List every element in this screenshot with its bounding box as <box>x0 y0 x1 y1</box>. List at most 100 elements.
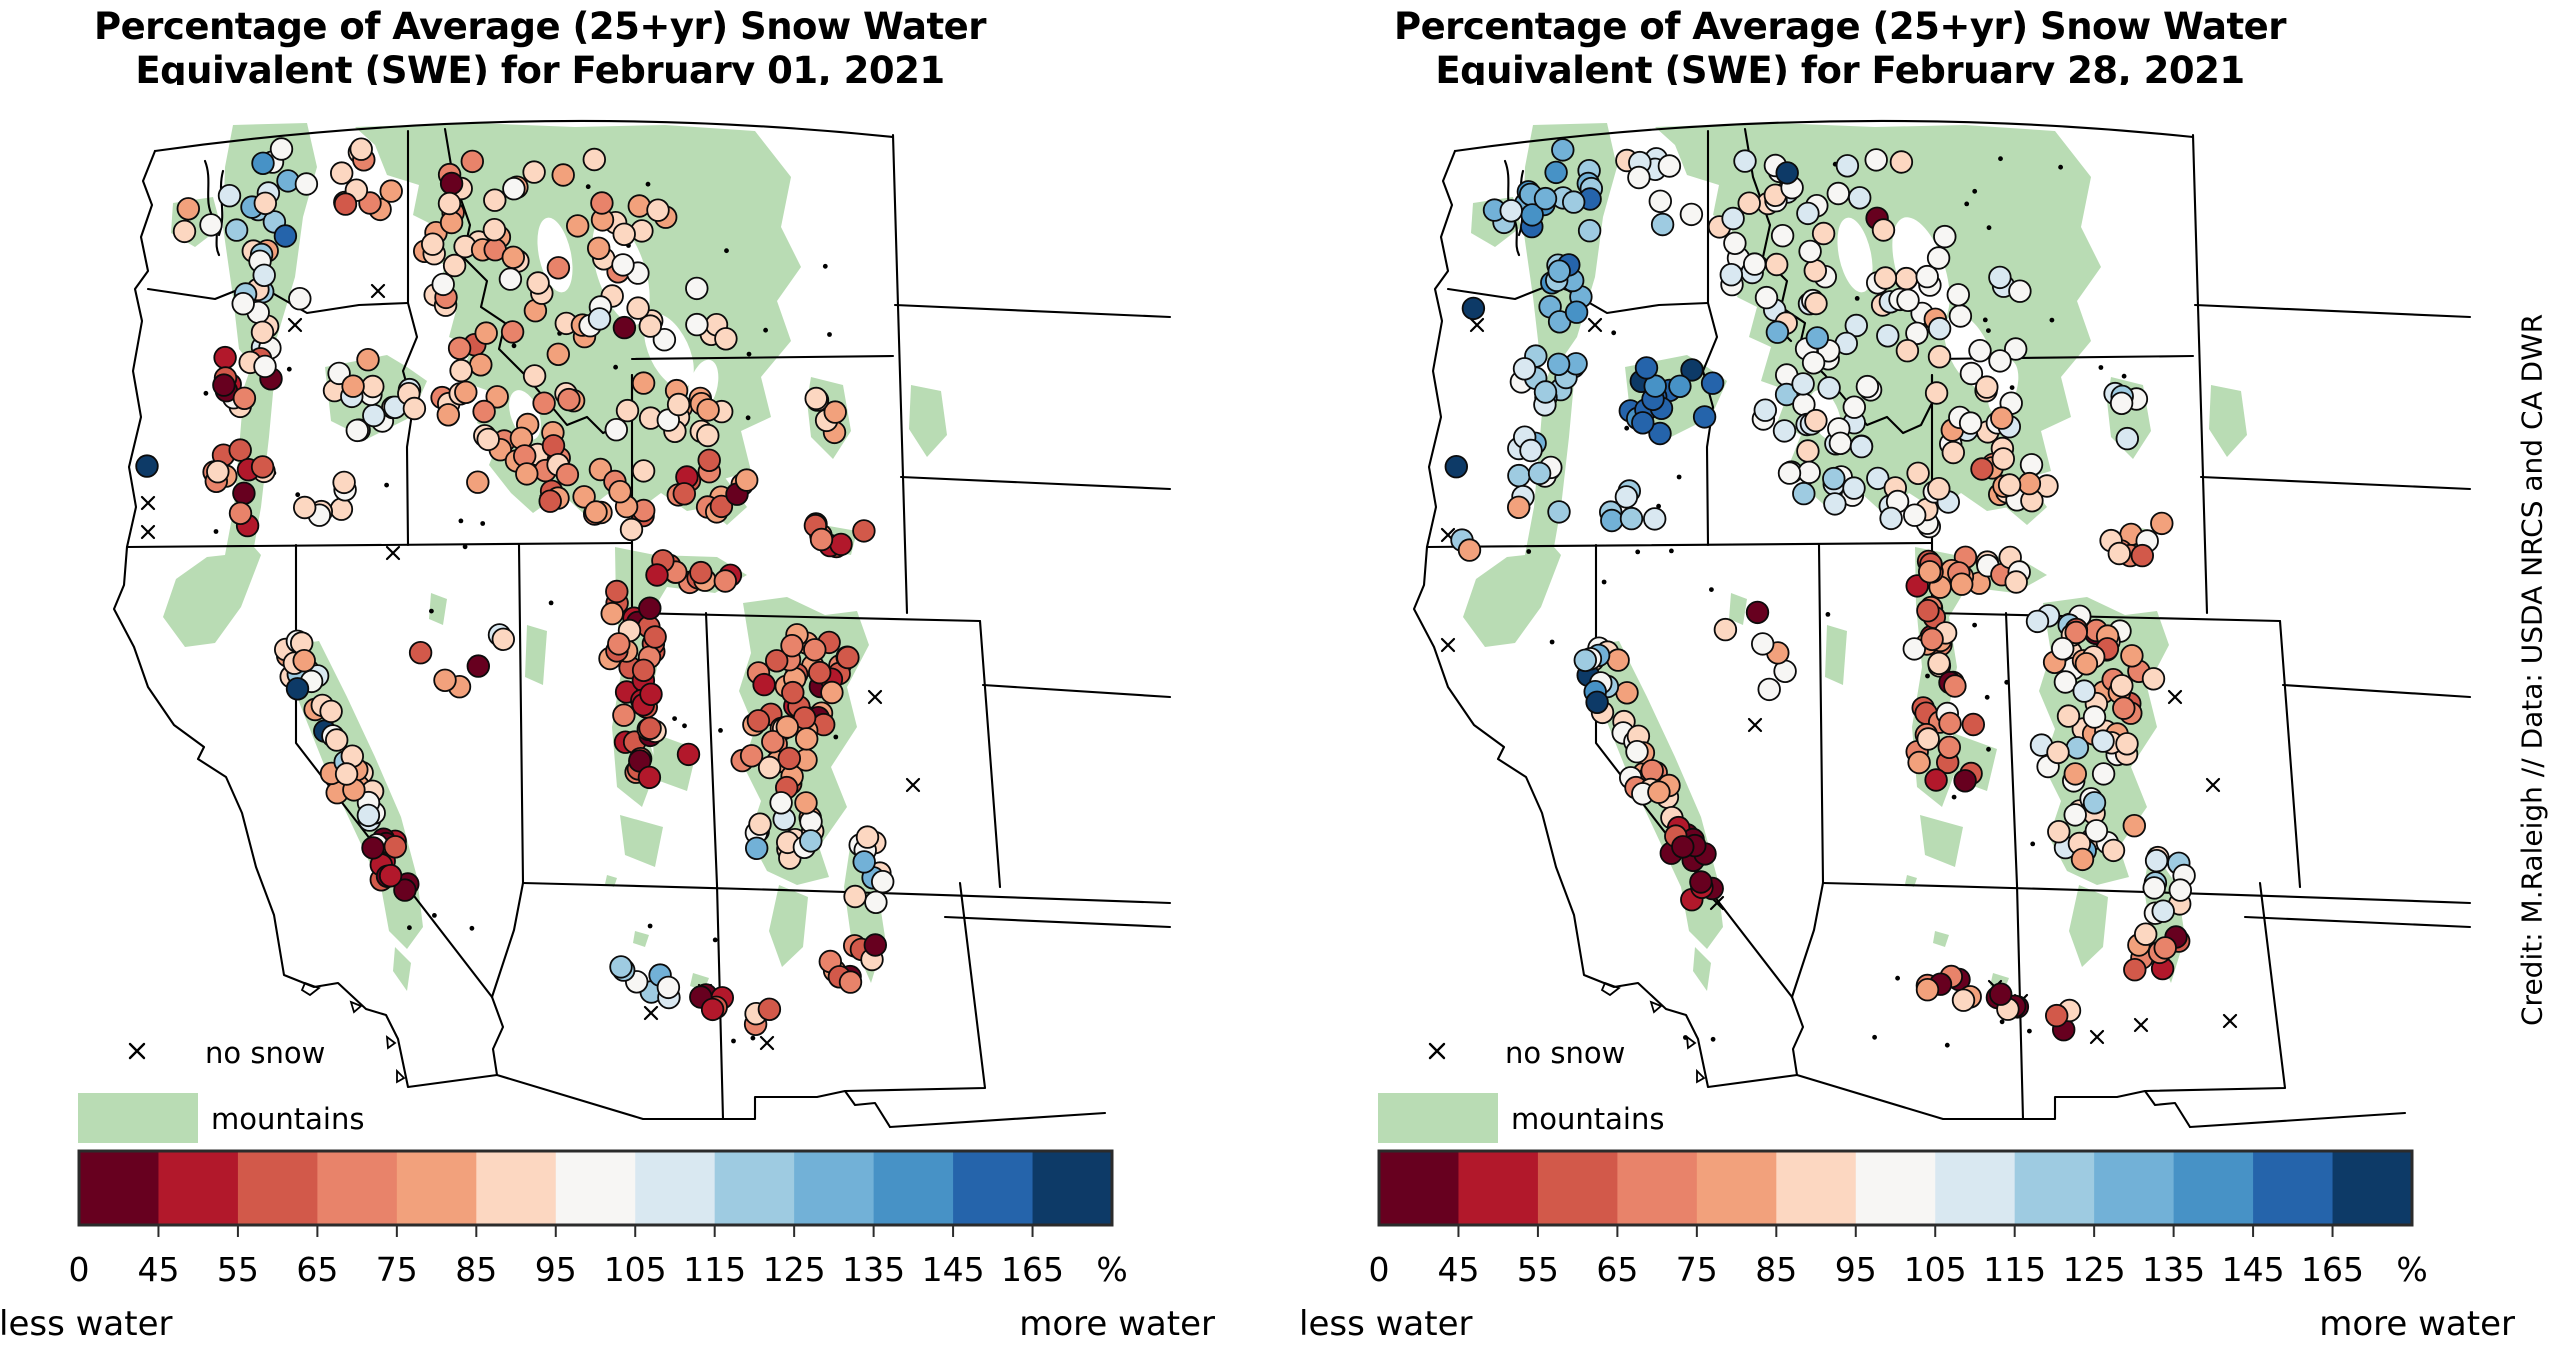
station-dot <box>379 179 403 203</box>
station-dot <box>383 835 408 859</box>
station-dot <box>612 315 637 340</box>
station-dot <box>474 321 498 345</box>
station-dot <box>1679 202 1704 227</box>
mountain-shading <box>1463 123 2247 991</box>
station-dot <box>273 224 298 248</box>
station-dot <box>1631 411 1655 435</box>
station-dot <box>325 728 349 752</box>
station-dot <box>1896 288 1920 313</box>
colorbar-frame <box>77 1149 1114 1227</box>
mountains-legend-swatch <box>78 1093 198 1143</box>
station-dot <box>232 386 257 411</box>
station-dot <box>795 727 819 751</box>
station-dot <box>253 191 278 216</box>
colorbar-tick-label: 135 <box>2142 1250 2205 1289</box>
station-dot <box>1902 637 1927 661</box>
colorbar-tick-label: 55 <box>1517 1250 1559 1289</box>
station-dot <box>1842 395 1867 419</box>
station-dots <box>1444 138 2196 1042</box>
station-dot <box>252 263 276 288</box>
station-dot <box>1648 189 1673 214</box>
station-dot <box>1968 339 1992 363</box>
station-dot <box>696 423 720 448</box>
map-legend: no snow mountains <box>78 1036 364 1143</box>
station-dot <box>2084 819 2109 843</box>
station-dot <box>442 253 467 278</box>
station-dot <box>1733 149 1757 173</box>
colorbar-tick-label: 145 <box>922 1250 985 1289</box>
station-dot <box>608 480 632 504</box>
colorbar-tick-label: 75 <box>1676 1250 1718 1289</box>
colorbar-tick-label: 125 <box>763 1250 826 1289</box>
station-dot <box>292 495 317 520</box>
station-dot <box>638 716 662 741</box>
station-dot <box>526 271 550 295</box>
station-dot <box>1828 431 1853 456</box>
station-dot <box>2082 791 2107 815</box>
colorbar-segment <box>1032 1151 1113 1225</box>
colorbar-tick-label: 55 <box>217 1250 259 1289</box>
station-dot <box>1765 320 1790 344</box>
station-dot <box>1933 224 1957 249</box>
station-dot <box>1774 382 1799 407</box>
station-dot <box>469 353 493 377</box>
colorbar-tick-label: 95 <box>1835 1250 1877 1289</box>
colorbar-tick-label: 105 <box>1904 1250 1967 1289</box>
station-dot <box>2123 958 2147 982</box>
station-dot <box>1842 476 1866 500</box>
station-dot <box>1895 339 1920 363</box>
colorbar-segment <box>1935 1151 2016 1225</box>
station-dot <box>757 997 782 1022</box>
station-dot <box>1700 371 1725 395</box>
station-dot <box>631 371 656 395</box>
swe-map-feb28: no snow mountains 0 45 55 65 75 85 95 105 115 125 13… <box>1295 85 2562 1357</box>
station-dot <box>1916 599 1940 623</box>
station-dot <box>2025 609 2050 634</box>
station-dot <box>745 836 769 861</box>
colorbar-tick-label: 165 <box>1001 1250 1064 1289</box>
station-dot <box>437 191 462 216</box>
station-dot <box>269 137 294 161</box>
station-dot <box>2120 644 2144 668</box>
station-dot <box>1791 372 1815 396</box>
station-dot <box>449 358 473 383</box>
station-dot <box>607 632 631 656</box>
station-dot <box>584 500 608 524</box>
title-line-2: Equivalent (SWE) for February 01, 2021 <box>135 48 945 92</box>
station-dot <box>1547 259 1571 283</box>
station-dot <box>645 563 669 587</box>
channel-islands <box>300 981 406 1084</box>
station-dot <box>176 197 201 221</box>
station-dot <box>2122 814 2147 838</box>
station-dot <box>1915 978 1940 1002</box>
no-snow-legend-label: no snow <box>1505 1036 1625 1070</box>
station-dot <box>2141 667 2166 691</box>
station-dot <box>676 742 701 767</box>
station-dot <box>1753 398 1778 422</box>
station-dot <box>2046 740 2070 765</box>
station-dot <box>2004 337 2028 361</box>
colorbar-segment <box>1855 1151 1936 1225</box>
station-dot <box>775 715 800 739</box>
station-dot <box>2008 279 2032 303</box>
station-dot <box>2082 705 2107 729</box>
title-line-1: Percentage of Average (25+yr) Snow Water <box>1393 5 2287 48</box>
station-dot <box>421 232 445 256</box>
colorbar-tick-label: 45 <box>138 1250 180 1289</box>
station-dot <box>498 267 523 291</box>
station-dot <box>852 519 876 543</box>
station-dot <box>502 176 526 201</box>
station-dot <box>2150 511 2174 536</box>
station-dot <box>361 374 385 399</box>
station-dot <box>1551 138 1575 162</box>
station-dot <box>1876 324 1900 348</box>
station-dot <box>1692 405 1717 429</box>
station-dot <box>1938 711 1962 736</box>
station-dot <box>1805 326 1830 350</box>
station-dot <box>1564 300 1589 324</box>
station-dot <box>582 147 607 172</box>
station-dot <box>288 286 312 311</box>
station-dot <box>1754 285 1779 310</box>
station-dot <box>408 641 433 665</box>
station-dot <box>803 638 827 662</box>
